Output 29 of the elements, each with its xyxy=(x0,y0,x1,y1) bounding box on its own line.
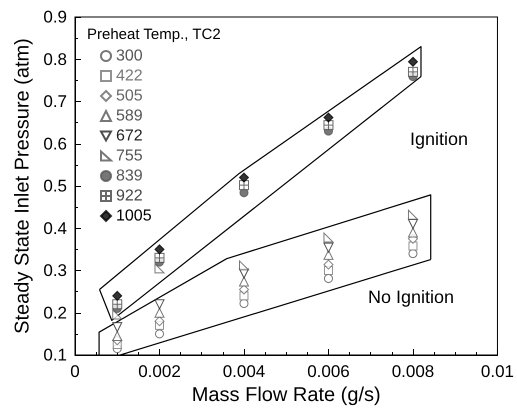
legend-label: 505 xyxy=(116,88,143,104)
legend-label: 300 xyxy=(116,48,143,64)
legend-title: Preheat Temp., TC2 xyxy=(87,26,221,43)
annotation: No Ignition xyxy=(368,287,454,307)
legend-label: 755 xyxy=(116,148,143,164)
x-tick-label: 0.004 xyxy=(222,362,266,381)
y-tick-label: 0.6 xyxy=(43,134,67,154)
x-tick-label: 0.006 xyxy=(307,362,350,381)
legend-label: 1005 xyxy=(116,208,152,224)
y-tick-label: 0.9 xyxy=(43,8,67,26)
legend-label: 422 xyxy=(116,68,143,84)
y-tick-label: 0.3 xyxy=(43,261,67,280)
legend-label: 922 xyxy=(116,188,143,204)
x-tick-label: 0.008 xyxy=(392,362,434,381)
y-tick-label: 0.7 xyxy=(43,92,67,111)
y-tick-label: 0.5 xyxy=(43,176,67,196)
x-tick-label: 0.01 xyxy=(480,362,514,381)
x-tick-label: 0.002 xyxy=(138,362,181,381)
x-tick-label: 0 xyxy=(70,362,80,381)
legend-label: 839 xyxy=(116,168,143,184)
y-tick-label: 0.8 xyxy=(43,50,67,69)
y-tick-label: 0.4 xyxy=(43,218,67,238)
x-axis-title: Mass Flow Rate (g/s) xyxy=(192,384,381,406)
annotation: Ignition xyxy=(410,129,468,149)
y-tick-label: 0.1 xyxy=(43,346,67,364)
y-axis-title: Steady State Inlet Pressure (atm) xyxy=(11,38,34,334)
legend-label: 589 xyxy=(116,108,143,124)
legend-label: 672 xyxy=(116,128,143,144)
y-tick-label: 0.2 xyxy=(43,303,67,322)
